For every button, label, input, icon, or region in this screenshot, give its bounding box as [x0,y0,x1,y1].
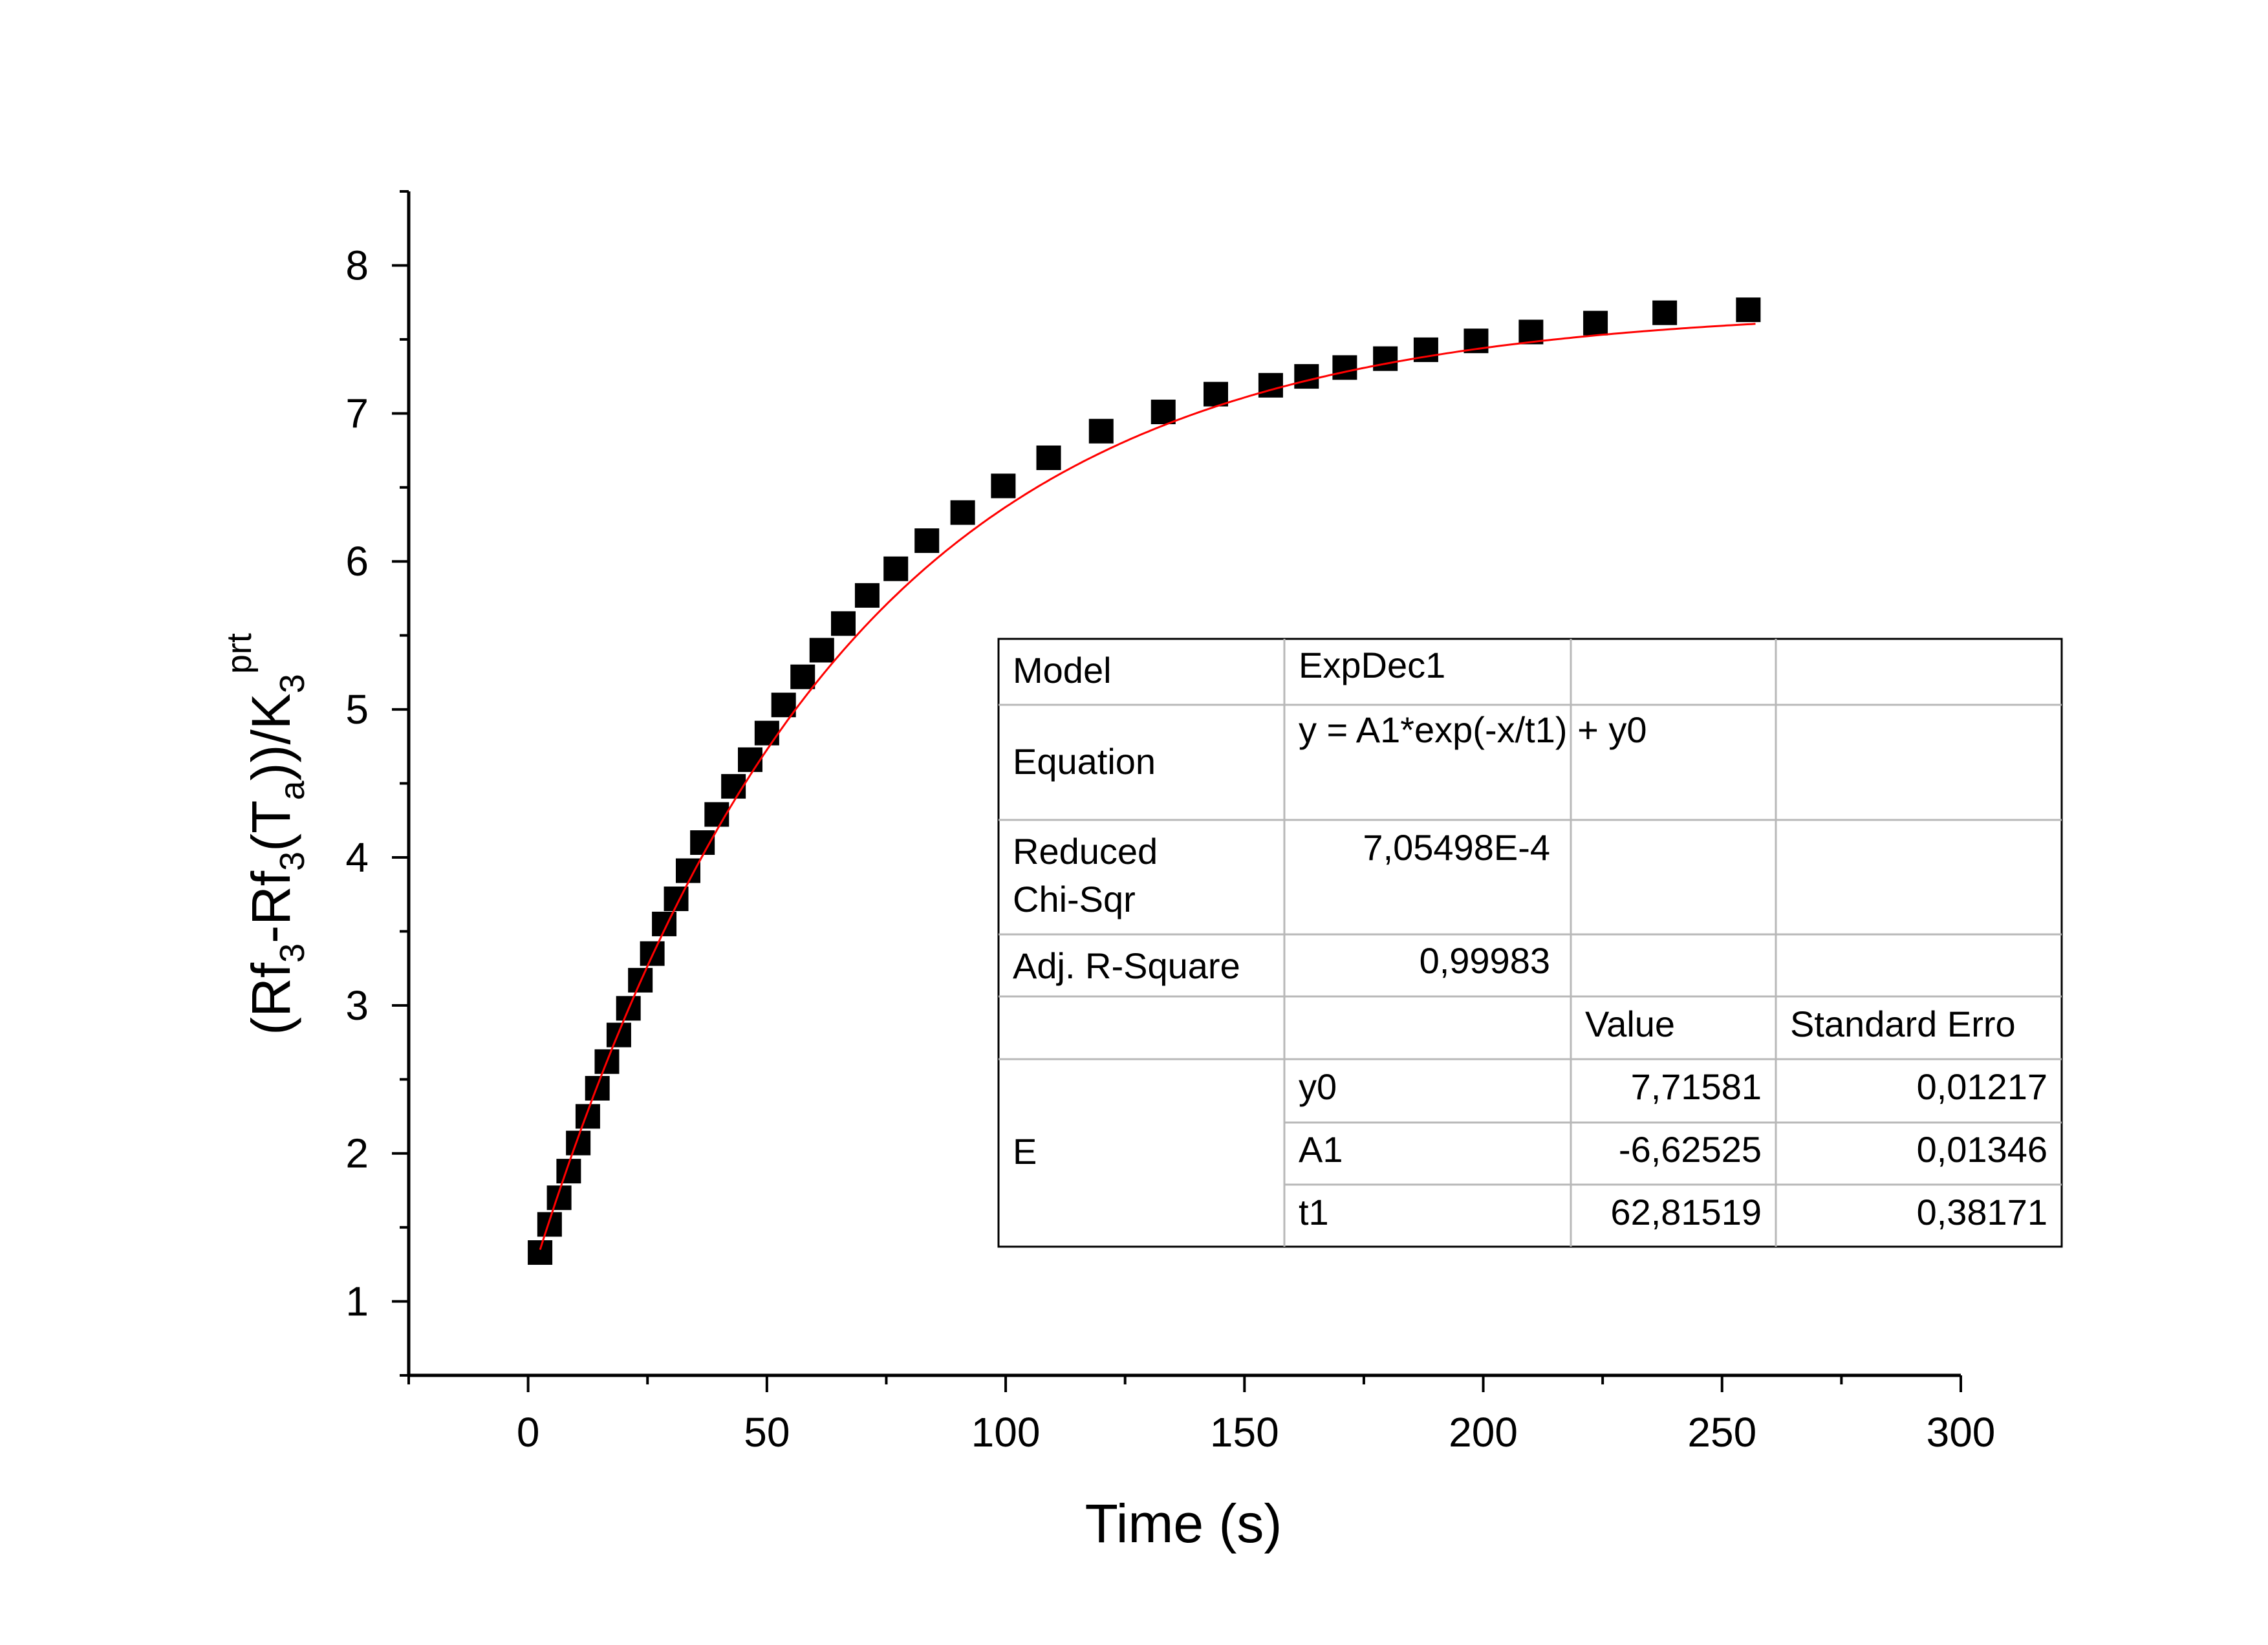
x-tick-label: 300 [1927,1409,1996,1456]
tick-labels: 0 50 100 150 200 250 300 1 2 3 4 5 6 7 8 [345,242,1995,1456]
data-point [738,747,762,772]
data-point [1373,346,1398,371]
data-point [1204,382,1228,407]
data-point [1294,364,1319,389]
table-cell: Model [1013,650,1112,691]
data-point [1150,400,1176,425]
data-point [754,720,779,746]
data-point [721,774,746,799]
table-cell: E [1013,1131,1037,1172]
table-cell: 0,38171 [1917,1192,2047,1232]
data-point [690,830,715,855]
table-cell: 0,99983 [1420,940,1550,981]
x-tick-label: 0 [517,1409,540,1456]
table-cell: 7,71581 [1631,1066,1762,1107]
data-points [528,297,1761,1265]
data-point [1036,445,1061,470]
data-point [528,1240,553,1265]
data-point [1088,418,1114,444]
x-axis-title: Time (s) [1085,1493,1282,1554]
data-point [676,858,700,883]
data-point [991,473,1016,499]
y-axis-title-part: prt [220,633,259,674]
data-point [1583,310,1608,336]
y-axis-title-part: (Rf [241,962,301,1035]
x-tick-label: 100 [971,1409,1041,1456]
table-cell: -6,62525 [1619,1129,1762,1170]
data-point [914,528,940,554]
x-tick-label: 250 [1687,1409,1756,1456]
table-cell: ExpDec1 [1299,645,1445,685]
y-tick-label: 1 [345,1278,369,1325]
fit-curve [539,323,1756,1251]
fit-stats-table: Model ExpDec1 Equation y = A1*exp(-x/t1) + … [997,638,2063,1248]
y-tick-label: 3 [345,982,369,1029]
table-cell: t1 [1299,1192,1329,1232]
table-cell: 0,01217 [1917,1066,2047,1107]
y-tick-label: 4 [345,834,369,881]
data-point [831,611,856,636]
data-point [809,638,834,663]
data-point [1258,372,1283,398]
y-tick-label: 6 [345,538,369,585]
data-point [575,1104,600,1129]
table-cell: Standard Erro [1790,1004,2016,1044]
table-cell: y0 [1299,1066,1337,1107]
x-tick-label: 200 [1449,1409,1518,1456]
data-point [652,911,677,936]
y-tick-label: 8 [345,242,369,288]
table-cell: 0,01346 [1917,1129,2047,1170]
y-axis-title-part: 3 [273,674,312,693]
y-axis-title-part: -Rf [241,870,301,943]
stats-table-frame [997,638,2063,1248]
data-point [606,1022,631,1048]
y-axis-title-part: (T [241,801,301,852]
data-point [1652,300,1678,325]
table-cell: y = A1*exp(-x/t1) + y0 [1299,709,1647,750]
table-cell: Equation [1013,741,1156,782]
table-cell: Reduced Chi-Sqr [1013,831,1158,919]
y-axis-title: (Rf3-Rf3(Ta))/K3prt [220,633,312,1035]
table-cell: Adj. R-Square [1013,945,1240,986]
table-cell: 7,05498E-4 [1363,827,1550,868]
x-tick-label: 150 [1210,1409,1279,1456]
table-cell: 62,81519 [1610,1192,1762,1232]
y-axis-title-part: ))/K [241,693,301,780]
data-point [950,500,975,525]
y-tick-label: 5 [345,686,369,733]
data-point [1332,355,1357,380]
y-tick-label: 2 [345,1130,369,1177]
data-point [883,556,909,581]
ticks [392,190,1962,1392]
y-axis-title-part: 3 [273,943,312,963]
table-cell: Value [1585,1004,1675,1044]
table-cell: A1 [1299,1129,1343,1170]
data-point [790,664,815,689]
data-point [854,583,880,608]
y-tick-label: 7 [345,390,369,436]
y-axis-title-part: a [273,780,312,801]
data-point [1736,297,1761,323]
y-axis-title-part: 3 [273,852,312,871]
data-point [537,1212,562,1237]
x-tick-label: 50 [744,1409,790,1456]
